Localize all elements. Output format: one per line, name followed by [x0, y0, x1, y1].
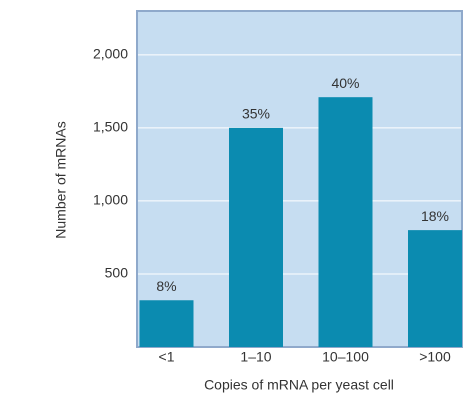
x-tick-label: 1–10 [240, 349, 271, 365]
bar [318, 97, 373, 347]
bar [408, 230, 462, 347]
y-tick-label: 1,000 [93, 192, 128, 208]
bar-annotation: 35% [242, 106, 270, 122]
x-tick-label: >100 [419, 349, 451, 365]
y-axis-title: Number of mRNAs [53, 121, 69, 238]
y-tick-label: 500 [105, 265, 129, 281]
y-tick-label: 1,500 [93, 119, 128, 135]
y-tick-label: 2,000 [93, 46, 128, 62]
x-tick-label: 10–100 [322, 349, 369, 365]
x-tick-label: <1 [159, 349, 175, 365]
plot-area [136, 10, 463, 348]
bar-annotation: 18% [421, 208, 449, 224]
bar [229, 127, 283, 347]
bar [139, 300, 194, 347]
bar-annotation: 8% [156, 278, 176, 294]
x-axis-title: Copies of mRNA per yeast cell [204, 377, 394, 393]
bar-annotation: 40% [331, 75, 359, 91]
